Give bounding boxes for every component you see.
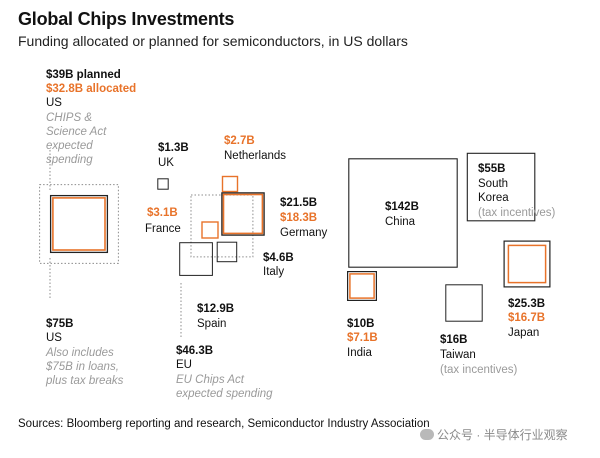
south-korea-region-line-1: South xyxy=(478,178,509,190)
chart-canvas xyxy=(39,150,551,338)
germany-region-label: Germany xyxy=(280,227,328,239)
germany-allocated-square xyxy=(222,193,264,235)
taiwan-region-label: Taiwan xyxy=(440,349,476,361)
us-chips-allocated-label: $32.8B allocated xyxy=(46,83,137,95)
france-value-label: $3.1B xyxy=(147,207,178,219)
south-korea-note: (tax incentives) xyxy=(478,207,556,219)
eu-region-label: EU xyxy=(176,359,192,371)
spain-square xyxy=(179,242,213,276)
india-allocated-square xyxy=(349,273,375,299)
china-square xyxy=(348,158,458,268)
us-chips-allocated-square xyxy=(52,197,106,251)
france-region-label: France xyxy=(145,223,181,235)
us-total-note: Also includes $75B in loans, plus tax br… xyxy=(46,347,124,387)
wechat-icon xyxy=(420,429,434,440)
germany-allocated-label: $18.3B xyxy=(280,212,318,224)
spain-region-label: Spain xyxy=(197,318,227,330)
us-total-square xyxy=(39,184,119,264)
us-total-region-label: US xyxy=(46,332,62,344)
india-planned-square xyxy=(347,271,378,302)
us-chips-planned-square xyxy=(49,194,109,254)
japan-planned-square xyxy=(503,240,551,288)
france-square xyxy=(201,221,219,239)
us-chips-region-label: US xyxy=(46,97,62,109)
china-value-label: $142B xyxy=(385,201,419,213)
india-planned-label: $10B xyxy=(347,318,375,330)
us-chips-note: CHIPS & Science Act expected spending xyxy=(46,112,107,166)
source-note: Sources: Bloomberg reporting and researc… xyxy=(18,418,430,430)
germany-planned-square xyxy=(221,192,265,236)
eu-value-label: $46.3B xyxy=(176,345,214,357)
watermark: 公众号 · 半导体行业观察 xyxy=(420,426,568,443)
japan-region-label: Japan xyxy=(508,327,540,339)
taiwan-square xyxy=(445,284,483,322)
italy-region-label: Italy xyxy=(263,266,285,278)
india-allocated-label: $7.1B xyxy=(347,332,378,344)
italy-value-label: $4.6B xyxy=(263,252,294,264)
japan-allocated-label: $16.7B xyxy=(508,312,546,324)
netherlands-region-label: Netherlands xyxy=(224,150,287,162)
uk-square xyxy=(157,178,169,190)
italy-square xyxy=(216,241,238,263)
south-korea-region-line-2: Korea xyxy=(478,192,509,204)
chart-title: Global Chips Investments xyxy=(18,9,235,29)
spain-value-label: $12.9B xyxy=(197,303,235,315)
netherlands-value-label: $2.7B xyxy=(224,135,255,147)
taiwan-note: (tax incentives) xyxy=(440,364,518,376)
us-total-value-label: $75B xyxy=(46,318,74,330)
chart-subtitle: Funding allocated or planned for semicon… xyxy=(18,33,408,49)
uk-region-label: UK xyxy=(158,157,174,169)
south-korea-square xyxy=(466,152,536,222)
japan-allocated-square xyxy=(507,244,547,284)
japan-planned-label: $25.3B xyxy=(508,298,546,310)
netherlands-square xyxy=(221,175,239,193)
china-region-label: China xyxy=(385,216,416,228)
us-chips-planned-label: $39B planned xyxy=(46,69,121,81)
taiwan-value-label: $16B xyxy=(440,334,468,346)
india-region-label: India xyxy=(347,347,372,359)
south-korea-value-label: $55B xyxy=(478,163,506,175)
uk-value-label: $1.3B xyxy=(158,142,189,154)
germany-planned-label: $21.5B xyxy=(280,197,318,209)
eu-note: EU Chips Act expected spending xyxy=(176,374,273,400)
eu-square xyxy=(190,194,254,258)
watermark-text: 公众号 · 半导体行业观察 xyxy=(437,428,568,442)
